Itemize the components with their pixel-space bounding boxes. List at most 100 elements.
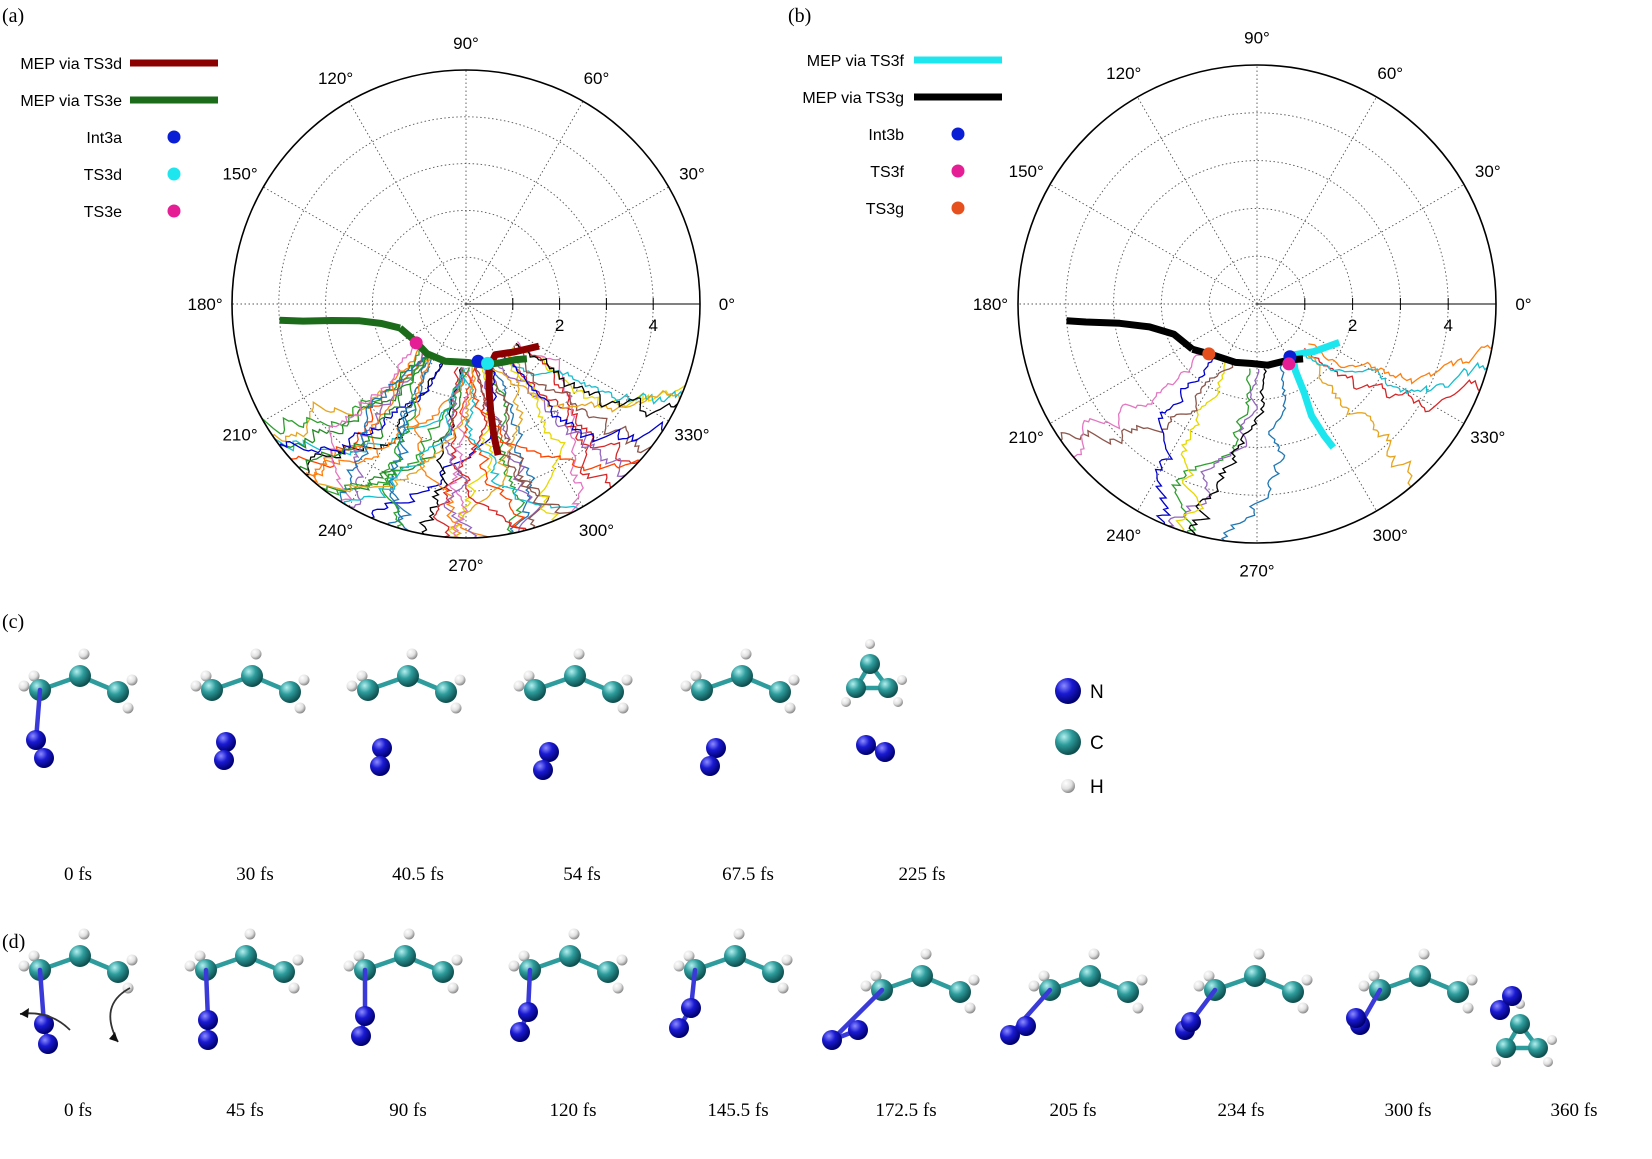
carbon-atom — [911, 965, 933, 987]
trajectory-line — [1152, 368, 1260, 535]
molecule-frame-c — [190, 648, 310, 770]
trajectory-line — [381, 348, 425, 538]
carbon-atom — [524, 679, 546, 701]
hydrogen-atom — [353, 950, 365, 962]
hydrogen-atom — [860, 980, 872, 992]
time-label: 45 fs — [226, 1100, 263, 1121]
angle-tick-label: 60° — [1377, 64, 1403, 83]
trajectory-line — [489, 362, 526, 538]
hydrogen-atom — [568, 928, 580, 940]
nitrogen-atom — [1000, 1025, 1020, 1045]
trajectory-line — [266, 367, 466, 456]
grid-spoke — [1256, 184, 1465, 305]
nitrogen-atom — [372, 738, 392, 758]
molecule-frame-c — [346, 648, 466, 776]
grid-spoke — [1137, 303, 1258, 512]
time-label: 205 fs — [1050, 1100, 1097, 1121]
angle-tick-label: 240° — [1106, 526, 1141, 545]
polar-frame — [1017, 64, 1497, 544]
legend-point-swatch — [951, 127, 965, 141]
hydrogen-atom — [406, 648, 418, 660]
hydrogen-atom — [518, 950, 530, 962]
radial-tick-label: 4 — [648, 316, 657, 335]
hydrogen-atom — [1132, 1002, 1144, 1014]
legend-point-swatch — [167, 130, 181, 144]
hydrogen-atom — [78, 928, 90, 940]
hydrogen-atom — [865, 639, 875, 649]
nitrogen-atom — [34, 1014, 54, 1034]
angle-tick-label: 300° — [1373, 526, 1408, 545]
trajectory-line — [1052, 364, 1234, 455]
hydrogen-atom — [447, 982, 459, 994]
carbon-atom — [602, 681, 624, 703]
hydrogen-atom — [893, 697, 903, 707]
time-label: 67.5 fs — [722, 864, 774, 885]
nitrogen-atom — [856, 735, 876, 755]
angle-tick-label: 150° — [1009, 162, 1044, 181]
time-label: 54 fs — [563, 864, 600, 885]
hydrogen-atom — [673, 960, 685, 972]
legend-point-swatch — [167, 167, 181, 181]
atom-legend-label: N — [1090, 682, 1104, 703]
legend-label: MEP via TS3e — [20, 93, 122, 110]
carbon-atom — [397, 665, 419, 687]
angle-tick-label: 210° — [222, 425, 257, 444]
trajectory-line — [1178, 368, 1267, 543]
carbon-atom — [435, 681, 457, 703]
angle-tick-label: 30° — [679, 165, 705, 184]
trajectory-line — [305, 367, 477, 493]
hydrogen-atom — [841, 697, 851, 707]
nitrogen-atom — [510, 1022, 530, 1042]
hydrogen-atom — [1038, 970, 1050, 982]
carbon-atom — [724, 945, 746, 967]
carbon-atom — [1117, 981, 1139, 1003]
time-label: 225 fs — [899, 864, 946, 885]
angle-tick-label: 120° — [1106, 64, 1141, 83]
time-label: 145.5 fs — [707, 1100, 768, 1121]
legend-label: TS3e — [84, 204, 122, 221]
nitrogen-atom — [355, 1006, 375, 1026]
hydrogen-atom — [1203, 970, 1215, 982]
time-label: 30 fs — [236, 864, 273, 885]
angle-tick-label: 330° — [1470, 428, 1505, 447]
nitrogen-atom — [706, 738, 726, 758]
angle-tick-label: 60° — [584, 69, 610, 88]
trajectory-line — [1054, 350, 1213, 461]
hydrogen-atom — [784, 702, 796, 714]
nitrogen-atom — [533, 760, 553, 780]
angle-tick-label: 30° — [1475, 162, 1501, 181]
angle-tick-label: 0° — [719, 295, 735, 314]
hydrogen-atom — [1136, 974, 1148, 986]
nitrogen-atom — [38, 1034, 58, 1054]
carbon-atom — [1496, 1038, 1516, 1058]
grid-spoke — [263, 186, 467, 305]
legend-label: Int3a — [86, 130, 122, 147]
hydrogen-atom — [244, 928, 256, 940]
hydrogen-atom — [356, 670, 368, 682]
marker-point — [1282, 357, 1296, 371]
trajectory-line — [298, 348, 421, 489]
legend-label: MEP via TS3g — [802, 90, 904, 107]
hydrogen-atom — [78, 648, 90, 660]
hydrogen-atom — [523, 670, 535, 682]
hydrogen-atom — [1297, 1002, 1309, 1014]
carbon-atom — [241, 665, 263, 687]
grid-spoke — [1137, 96, 1258, 305]
angle-tick-label: 90° — [453, 34, 479, 53]
nitrogen-atom — [1016, 1016, 1036, 1036]
nitrogen-atom — [351, 1026, 371, 1046]
hydrogen-atom — [621, 674, 633, 686]
legend-label: Int3b — [868, 127, 904, 144]
legend-point-swatch — [951, 201, 965, 215]
molecule-frame-d — [1346, 948, 1478, 1035]
carbon-atom — [1510, 1014, 1530, 1034]
carbon-atom — [432, 961, 454, 983]
hydrogen-atom — [1547, 1035, 1557, 1045]
legend-label: TS3d — [84, 167, 122, 184]
carbon-atom — [279, 681, 301, 703]
trajectory-line — [1220, 363, 1287, 543]
hydrogen-atom — [777, 982, 789, 994]
carbon-atom — [1244, 965, 1266, 987]
carbon-atom — [107, 961, 129, 983]
trajectory-line — [301, 367, 471, 496]
